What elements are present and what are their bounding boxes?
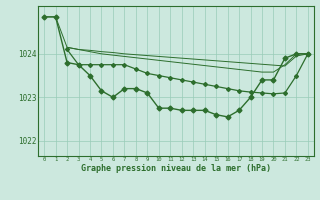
X-axis label: Graphe pression niveau de la mer (hPa): Graphe pression niveau de la mer (hPa) [81, 164, 271, 173]
